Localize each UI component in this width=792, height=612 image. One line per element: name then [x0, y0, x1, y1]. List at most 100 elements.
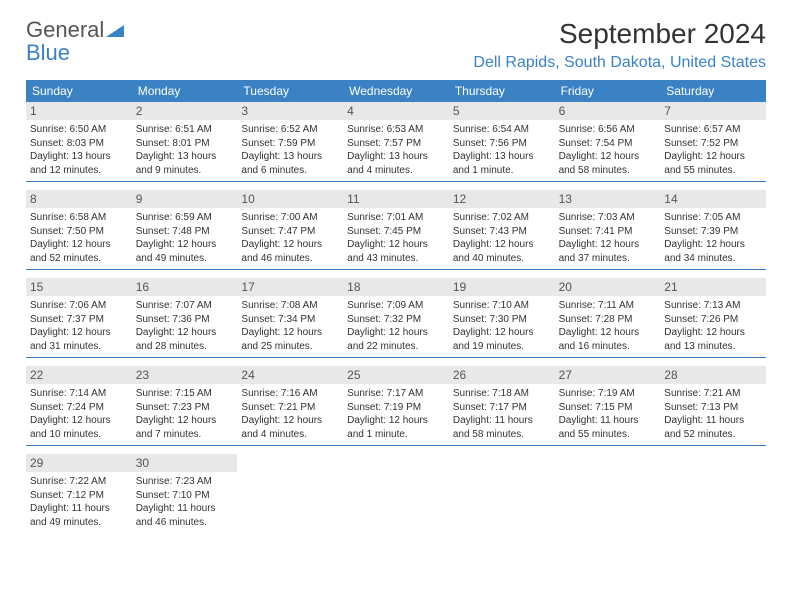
day-number: 27	[555, 366, 661, 384]
day-info: Sunrise: 7:18 AMSunset: 7:17 PMDaylight:…	[453, 387, 551, 441]
day-cell: 24Sunrise: 7:16 AMSunset: 7:21 PMDayligh…	[237, 366, 343, 445]
day-cell: 30 Sunrise: 7:23 AMSunset: 7:10 PMDayligh…	[132, 454, 238, 533]
day-cell: 6 Sunrise: 6:56 AMSunset: 7:54 PMDaylight…	[555, 102, 661, 181]
day-info: Sunrise: 7:11 AMSunset: 7:28 PMDaylight:…	[559, 299, 657, 353]
day-number: 8	[26, 190, 132, 208]
day-cell: 1 Sunrise: 6:50 AMSunset: 8:03 PMDaylight…	[26, 102, 132, 181]
day-cell: 16Sunrise: 7:07 AMSunset: 7:36 PMDayligh…	[132, 278, 238, 357]
day-cell-empty	[449, 454, 555, 533]
week-row: 8 Sunrise: 6:58 AMSunset: 7:50 PMDaylight…	[26, 190, 766, 270]
day-number: 3	[237, 102, 343, 120]
day-number: 12	[449, 190, 555, 208]
logo-triangle-icon	[106, 23, 124, 37]
logo-word-1: General	[26, 17, 104, 42]
day-cell: 9 Sunrise: 6:59 AMSunset: 7:48 PMDaylight…	[132, 190, 238, 269]
day-info: Sunrise: 6:51 AMSunset: 8:01 PMDaylight:…	[136, 123, 234, 177]
logo: General Blue	[26, 18, 124, 64]
day-cell: 21 Sunrise: 7:13 AMSunset: 7:26 PMDayligh…	[660, 278, 766, 357]
day-cell: 17Sunrise: 7:08 AMSunset: 7:34 PMDayligh…	[237, 278, 343, 357]
day-info: Sunrise: 7:13 AMSunset: 7:26 PMDaylight:…	[664, 299, 762, 353]
day-number: 20	[555, 278, 661, 296]
day-cell-empty	[343, 454, 449, 533]
header: General Blue September 2024 Dell Rapids,…	[26, 18, 766, 72]
day-number: 11	[343, 190, 449, 208]
day-number: 26	[449, 366, 555, 384]
day-cell-empty	[555, 454, 661, 533]
day-cell: 13Sunrise: 7:03 AMSunset: 7:41 PMDayligh…	[555, 190, 661, 269]
day-number: 21	[660, 278, 766, 296]
day-info: Sunrise: 7:21 AMSunset: 7:13 PMDaylight:…	[664, 387, 762, 441]
week-row: 1 Sunrise: 6:50 AMSunset: 8:03 PMDaylight…	[26, 102, 766, 182]
day-info: Sunrise: 6:56 AMSunset: 7:54 PMDaylight:…	[559, 123, 657, 177]
day-info: Sunrise: 6:58 AMSunset: 7:50 PMDaylight:…	[30, 211, 128, 265]
day-number: 9	[132, 190, 238, 208]
day-number: 22	[26, 366, 132, 384]
day-cell: 22Sunrise: 7:14 AMSunset: 7:24 PMDayligh…	[26, 366, 132, 445]
weeks-container: 1 Sunrise: 6:50 AMSunset: 8:03 PMDaylight…	[26, 102, 766, 541]
day-cell: 18Sunrise: 7:09 AMSunset: 7:32 PMDayligh…	[343, 278, 449, 357]
day-cell: 19Sunrise: 7:10 AMSunset: 7:30 PMDayligh…	[449, 278, 555, 357]
weekday-header: Monday	[132, 80, 238, 102]
day-info: Sunrise: 7:23 AMSunset: 7:10 PMDaylight:…	[136, 475, 234, 529]
weekday-header: Saturday	[660, 80, 766, 102]
day-number: 4	[343, 102, 449, 120]
day-info: Sunrise: 7:10 AMSunset: 7:30 PMDaylight:…	[453, 299, 551, 353]
day-info: Sunrise: 7:02 AMSunset: 7:43 PMDaylight:…	[453, 211, 551, 265]
day-number: 28	[660, 366, 766, 384]
day-cell: 23Sunrise: 7:15 AMSunset: 7:23 PMDayligh…	[132, 366, 238, 445]
weekday-header: Tuesday	[237, 80, 343, 102]
day-info: Sunrise: 7:09 AMSunset: 7:32 PMDaylight:…	[347, 299, 445, 353]
day-info: Sunrise: 6:57 AMSunset: 7:52 PMDaylight:…	[664, 123, 762, 177]
day-number: 1	[26, 102, 132, 120]
day-number: 29	[26, 454, 132, 472]
logo-text: General Blue	[26, 18, 124, 64]
day-number: 10	[237, 190, 343, 208]
day-cell: 14Sunrise: 7:05 AMSunset: 7:39 PMDayligh…	[660, 190, 766, 269]
weekday-header: Wednesday	[343, 80, 449, 102]
day-info: Sunrise: 7:22 AMSunset: 7:12 PMDaylight:…	[30, 475, 128, 529]
day-cell: 20 Sunrise: 7:11 AMSunset: 7:28 PMDayligh…	[555, 278, 661, 357]
day-cell: 12 Sunrise: 7:02 AMSunset: 7:43 PMDayligh…	[449, 190, 555, 269]
day-cell: 5Sunrise: 6:54 AMSunset: 7:56 PMDaylight…	[449, 102, 555, 181]
logo-word-2: Blue	[26, 40, 70, 65]
location: Dell Rapids, South Dakota, United States	[473, 54, 766, 72]
day-cell: 25Sunrise: 7:17 AMSunset: 7:19 PMDayligh…	[343, 366, 449, 445]
day-info: Sunrise: 6:53 AMSunset: 7:57 PMDaylight:…	[347, 123, 445, 177]
day-number: 17	[237, 278, 343, 296]
day-cell: 26 Sunrise: 7:18 AMSunset: 7:17 PMDayligh…	[449, 366, 555, 445]
day-cell: 4 Sunrise: 6:53 AMSunset: 7:57 PMDaylight…	[343, 102, 449, 181]
weekday-row: Sunday Monday Tuesday Wednesday Thursday…	[26, 80, 766, 102]
title-block: September 2024 Dell Rapids, South Dakota…	[473, 18, 766, 72]
weekday-header: Friday	[555, 80, 661, 102]
day-number: 23	[132, 366, 238, 384]
day-cell: 2Sunrise: 6:51 AMSunset: 8:01 PMDaylight…	[132, 102, 238, 181]
day-info: Sunrise: 6:50 AMSunset: 8:03 PMDaylight:…	[30, 123, 128, 177]
calendar: Sunday Monday Tuesday Wednesday Thursday…	[26, 80, 766, 541]
day-info: Sunrise: 7:07 AMSunset: 7:36 PMDaylight:…	[136, 299, 234, 353]
day-number: 7	[660, 102, 766, 120]
day-cell: 11 Sunrise: 7:01 AMSunset: 7:45 PMDayligh…	[343, 190, 449, 269]
weekday-header: Sunday	[26, 80, 132, 102]
day-number: 30	[132, 454, 238, 472]
day-number: 6	[555, 102, 661, 120]
month-title: September 2024	[473, 18, 766, 50]
day-info: Sunrise: 6:59 AMSunset: 7:48 PMDaylight:…	[136, 211, 234, 265]
day-cell: 15Sunrise: 7:06 AMSunset: 7:37 PMDayligh…	[26, 278, 132, 357]
day-cell-empty	[660, 454, 766, 533]
day-info: Sunrise: 7:03 AMSunset: 7:41 PMDaylight:…	[559, 211, 657, 265]
day-cell: 3Sunrise: 6:52 AMSunset: 7:59 PMDaylight…	[237, 102, 343, 181]
day-cell: 28 Sunrise: 7:21 AMSunset: 7:13 PMDayligh…	[660, 366, 766, 445]
day-cell: 8 Sunrise: 6:58 AMSunset: 7:50 PMDaylight…	[26, 190, 132, 269]
week-row: 22Sunrise: 7:14 AMSunset: 7:24 PMDayligh…	[26, 366, 766, 446]
day-cell: 10 Sunrise: 7:00 AMSunset: 7:47 PMDayligh…	[237, 190, 343, 269]
day-cell: 7 Sunrise: 6:57 AMSunset: 7:52 PMDaylight…	[660, 102, 766, 181]
week-row: 29 Sunrise: 7:22 AMSunset: 7:12 PMDayligh…	[26, 454, 766, 533]
day-number: 5	[449, 102, 555, 120]
day-number: 14	[660, 190, 766, 208]
day-info: Sunrise: 7:00 AMSunset: 7:47 PMDaylight:…	[241, 211, 339, 265]
day-cell: 27Sunrise: 7:19 AMSunset: 7:15 PMDayligh…	[555, 366, 661, 445]
day-number: 25	[343, 366, 449, 384]
day-info: Sunrise: 7:01 AMSunset: 7:45 PMDaylight:…	[347, 211, 445, 265]
day-cell: 29 Sunrise: 7:22 AMSunset: 7:12 PMDayligh…	[26, 454, 132, 533]
weekday-header: Thursday	[449, 80, 555, 102]
